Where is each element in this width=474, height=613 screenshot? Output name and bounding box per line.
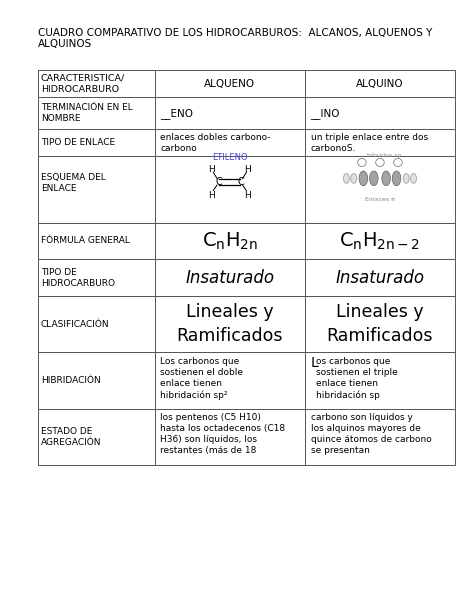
- Bar: [305, 296, 455, 352]
- Text: Insaturado: Insaturado: [336, 268, 424, 287]
- Bar: [38, 70, 155, 97]
- Bar: [305, 97, 455, 129]
- Bar: [155, 223, 305, 259]
- Bar: [155, 352, 305, 409]
- Text: Lineales y
Ramificados: Lineales y Ramificados: [327, 303, 433, 345]
- Text: H: H: [209, 191, 215, 200]
- Text: Lineales y
Ramificados: Lineales y Ramificados: [176, 303, 283, 345]
- Bar: [155, 129, 305, 156]
- Ellipse shape: [382, 171, 391, 186]
- Text: enlaces dobles carbono-
carbono: enlaces dobles carbono- carbono: [160, 133, 271, 153]
- Bar: [305, 259, 455, 296]
- Text: ESQUEMA DEL
ENLACE: ESQUEMA DEL ENLACE: [41, 173, 106, 193]
- Ellipse shape: [410, 173, 417, 183]
- Text: TERMINACIÓN EN EL
NOMBRE: TERMINACIÓN EN EL NOMBRE: [41, 104, 133, 123]
- Bar: [38, 97, 155, 129]
- Text: H: H: [245, 165, 251, 173]
- Text: C: C: [216, 177, 222, 187]
- Text: os carbonos que
sostienen el triple
enlace tienen
hibridación sp: os carbonos que sostienen el triple enla…: [316, 357, 398, 400]
- Text: ALQUINO: ALQUINO: [356, 79, 404, 89]
- Text: CARACTERISTICA/
HIDROCARBURO: CARACTERISTICA/ HIDROCARBURO: [41, 74, 125, 94]
- Bar: [155, 97, 305, 129]
- Bar: [305, 409, 455, 465]
- Ellipse shape: [359, 171, 368, 186]
- Ellipse shape: [358, 158, 366, 167]
- Bar: [155, 296, 305, 352]
- Text: $\mathrm{C_nH_{2n}}$: $\mathrm{C_nH_{2n}}$: [202, 230, 258, 251]
- Text: CLASIFICACIÓN: CLASIFICACIÓN: [41, 320, 109, 329]
- Bar: [38, 409, 155, 465]
- Bar: [305, 223, 455, 259]
- Ellipse shape: [351, 173, 357, 183]
- Bar: [38, 223, 155, 259]
- Text: H: H: [245, 191, 251, 200]
- Ellipse shape: [392, 171, 401, 186]
- Text: TIPO DE
HIDROCARBURO: TIPO DE HIDROCARBURO: [41, 268, 115, 287]
- Bar: [155, 259, 305, 296]
- Text: los pentenos (C5 H10)
hasta los octadecenos (C18
H36) son líquidos, los
restante: los pentenos (C5 H10) hasta los octadece…: [160, 413, 285, 455]
- Text: ESTADO DE
AGREGACIÓN: ESTADO DE AGREGACIÓN: [41, 427, 101, 447]
- Bar: [38, 352, 155, 409]
- Text: __INO: __INO: [310, 108, 340, 119]
- Text: ETILENO: ETILENO: [212, 153, 247, 162]
- Bar: [38, 156, 155, 223]
- Bar: [305, 70, 455, 97]
- Ellipse shape: [403, 173, 409, 183]
- Text: HIBRIDACIÓN: HIBRIDACIÓN: [41, 376, 100, 385]
- Ellipse shape: [376, 158, 384, 167]
- Bar: [155, 409, 305, 465]
- Text: Insaturado: Insaturado: [185, 268, 274, 287]
- Bar: [155, 70, 305, 97]
- Text: un triple enlace entre dos
carbonoS.: un triple enlace entre dos carbonoS.: [310, 133, 428, 153]
- Text: CUADRO COMPARATIVO DE LOS HIDROCARBUROS:  ALCANOS, ALQUENOS Y
ALQUINOS: CUADRO COMPARATIVO DE LOS HIDROCARBUROS:…: [38, 28, 432, 49]
- Bar: [305, 352, 455, 409]
- Bar: [38, 259, 155, 296]
- Text: Enlaces π: Enlaces π: [365, 197, 395, 202]
- Text: FÓRMULA GENERAL: FÓRMULA GENERAL: [41, 237, 130, 245]
- Bar: [38, 296, 155, 352]
- Ellipse shape: [344, 173, 349, 183]
- Text: Los carbonos que
sostienen el doble
enlace tienen
hibridación sp²: Los carbonos que sostienen el doble enla…: [160, 357, 244, 400]
- Bar: [38, 129, 155, 156]
- Bar: [305, 156, 455, 223]
- Text: __ENO: __ENO: [160, 108, 193, 119]
- Ellipse shape: [370, 171, 378, 186]
- Text: carbono son líquidos y
los alquinos mayores de
quince átomos de carbono
se prese: carbono son líquidos y los alquinos mayo…: [310, 413, 431, 455]
- Bar: [155, 156, 305, 223]
- Text: C: C: [237, 177, 244, 187]
- Text: L: L: [310, 356, 319, 370]
- Text: H: H: [209, 165, 215, 173]
- Text: $\mathrm{C_nH_{2n-2}}$: $\mathrm{C_nH_{2n-2}}$: [339, 230, 420, 251]
- Bar: [305, 129, 455, 156]
- Text: híbridos sp: híbridos sp: [366, 153, 401, 158]
- Ellipse shape: [394, 158, 402, 167]
- Text: TIPO DE ENLACE: TIPO DE ENLACE: [41, 139, 115, 147]
- Text: ALQUENO: ALQUENO: [204, 79, 255, 89]
